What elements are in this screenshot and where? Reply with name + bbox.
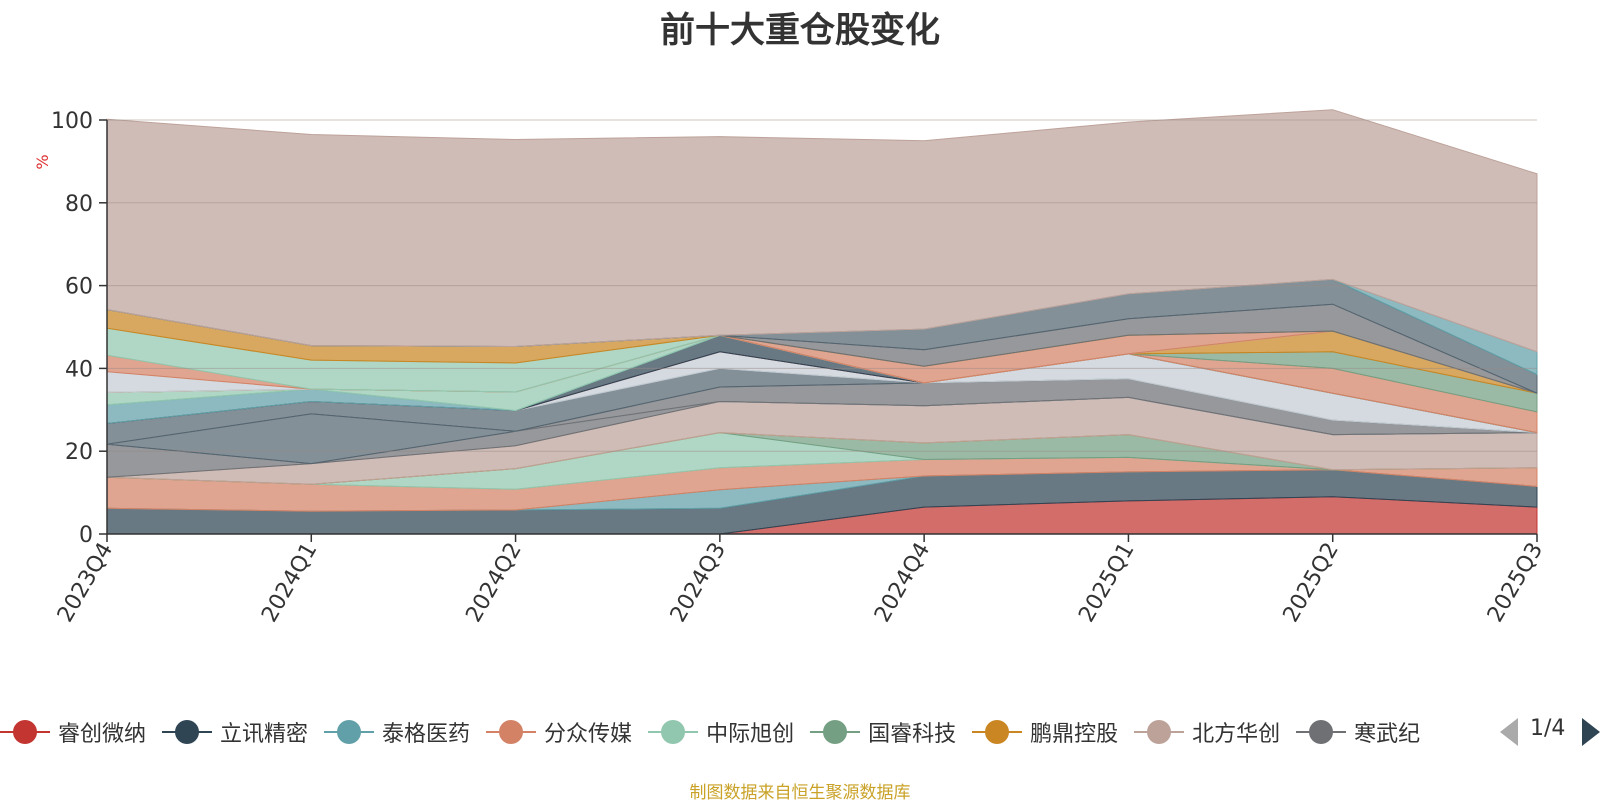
legend-item[interactable]: 泰格医药: [324, 712, 470, 752]
x-tick-label: 2024Q4: [870, 539, 935, 627]
legend-label: 泰格医药: [382, 722, 471, 747]
legend-marker-icon: [810, 719, 861, 745]
legend-item[interactable]: 立讯精密: [162, 712, 308, 752]
source-note: 制图数据来自恒生聚源数据库: [689, 783, 911, 803]
legend-label: 北方华创: [1192, 722, 1281, 747]
x-tick-label: 2025Q2: [1279, 539, 1344, 627]
legend-item[interactable]: 鹏鼎控股: [972, 712, 1118, 752]
legend-label: 睿创微纳: [58, 722, 147, 747]
area-series-29[interactable]: [106, 109, 1538, 353]
chart-title: 前十大重仓股变化: [659, 11, 940, 51]
x-tick-label: 2025Q3: [1483, 539, 1548, 627]
x-tick-label: 2023Q4: [53, 539, 118, 627]
x-tick-label: 2025Q1: [1074, 539, 1139, 627]
legend-marker-icon: [162, 719, 213, 745]
y-tick-label: 20: [65, 440, 93, 465]
y-tick-label: 40: [65, 357, 93, 382]
legend-marker-icon: [0, 719, 50, 745]
legend-label: 国睿科技: [868, 722, 957, 747]
legend-label: 中际旭创: [706, 722, 795, 747]
legend-item[interactable]: 睿创微纳: [0, 712, 146, 752]
legend-item[interactable]: 分众传媒: [486, 712, 632, 752]
legend: 睿创微纳 立讯精密 泰格医药 分众传媒 中际旭创 国睿科技 鹏鼎控股 北方华创 寒武纪: [0, 712, 1490, 752]
y-tick-label: 80: [65, 192, 93, 217]
legend-marker-icon: [1296, 719, 1347, 745]
legend-label: 分众传媒: [544, 722, 633, 747]
x-tick-label: 2024Q1: [257, 539, 322, 627]
legend-label: 寒武纪: [1354, 722, 1421, 747]
gridlines: [107, 119, 1537, 452]
legend-page-indicator: 1/4: [1530, 716, 1566, 741]
y-tick-label: 60: [65, 275, 93, 300]
legend-label: 鹏鼎控股: [1030, 722, 1119, 747]
legend-item[interactable]: 北方华创: [1134, 712, 1280, 752]
legend-marker-icon: [486, 719, 537, 745]
x-tick-label: 2024Q3: [666, 539, 731, 627]
series-areas: [106, 109, 1538, 535]
legend-marker-icon: [648, 719, 699, 745]
x-tick-label: 2024Q2: [461, 539, 526, 627]
y-tick-label: 0: [79, 523, 93, 548]
legend-item[interactable]: 寒武纪: [1296, 712, 1420, 752]
y-tick-label: 100: [51, 109, 93, 134]
legend-item[interactable]: 中际旭创: [648, 712, 794, 752]
legend-pager: 1/4: [1500, 714, 1600, 750]
legend-next-icon[interactable]: [1582, 718, 1600, 746]
legend-prev-icon[interactable]: [1500, 718, 1518, 746]
y-axis-label: %: [33, 154, 52, 169]
legend-marker-icon: [972, 719, 1023, 745]
legend-marker-icon: [324, 719, 375, 745]
legend-label: 立讯精密: [220, 722, 309, 747]
legend-item[interactable]: 国睿科技: [810, 712, 956, 752]
legend-marker-icon: [1134, 719, 1185, 745]
